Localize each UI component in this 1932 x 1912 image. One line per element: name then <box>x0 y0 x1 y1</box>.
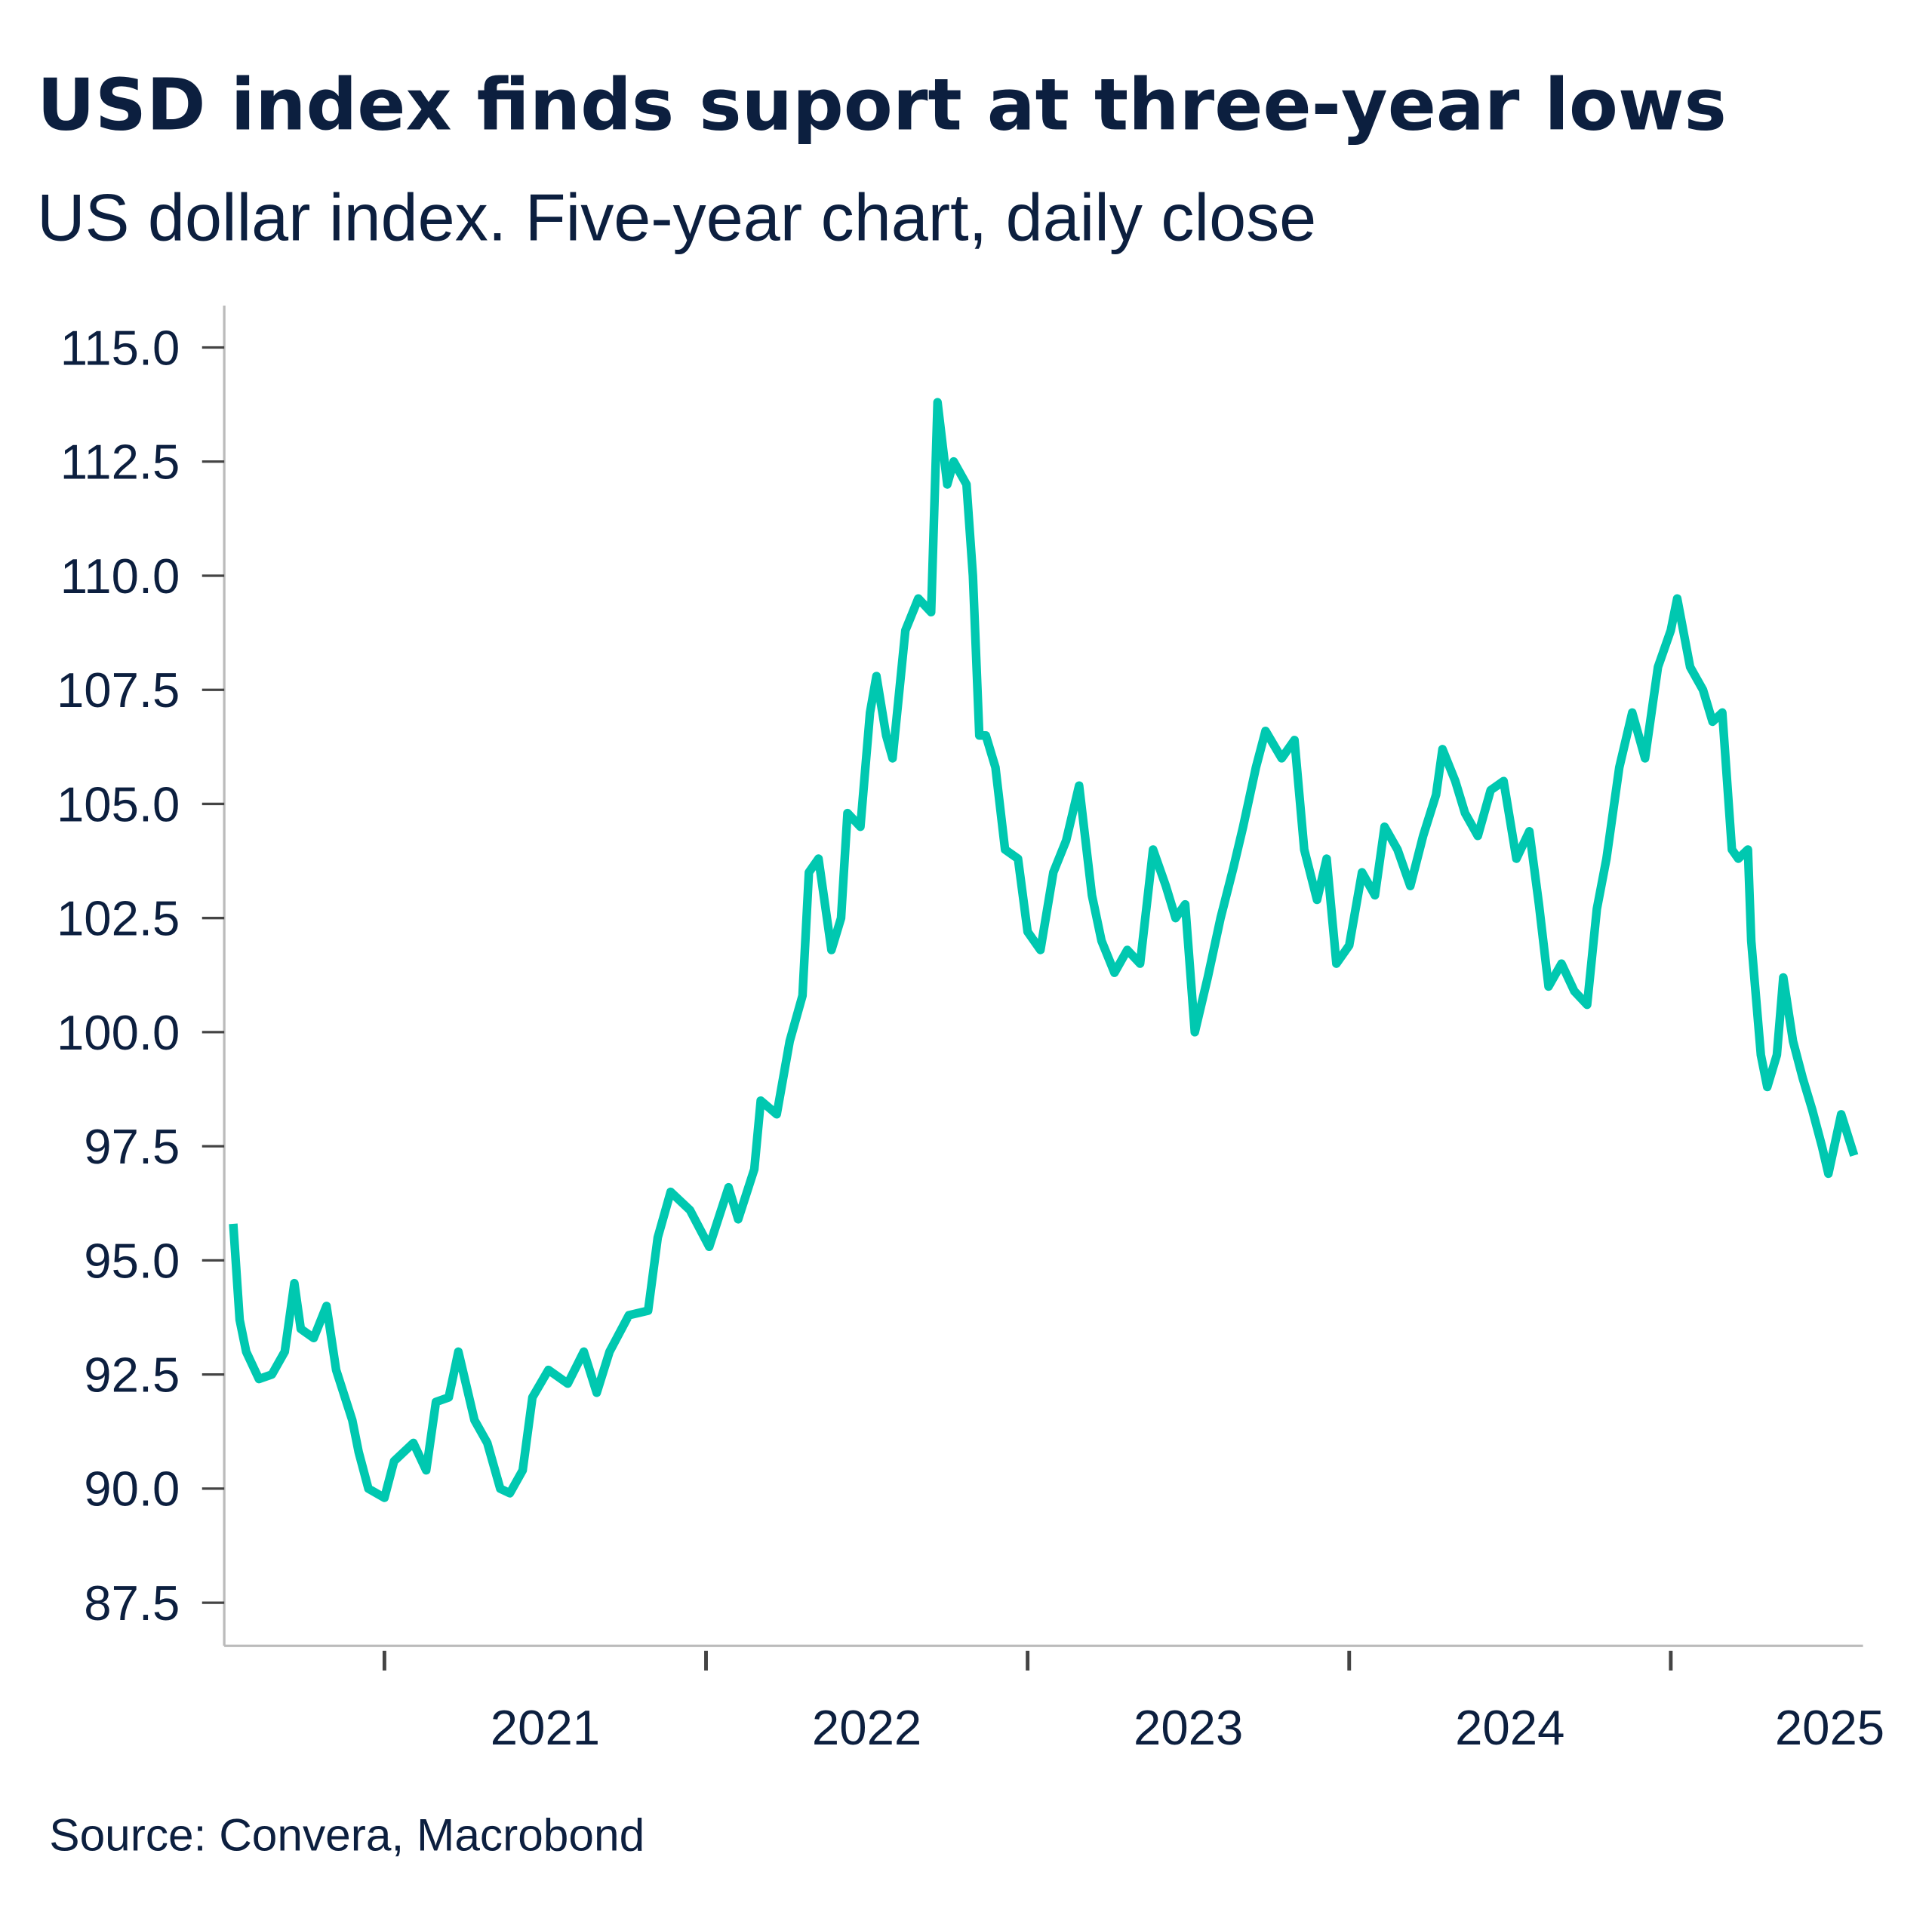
x-tick-label: 2022 <box>812 1700 921 1755</box>
x-tick-label: 2025 <box>1775 1700 1884 1755</box>
y-tick-label: 90.0 <box>84 1462 180 1517</box>
x-tick-label: 2021 <box>491 1700 600 1755</box>
y-tick-label: 107.5 <box>57 662 180 718</box>
y-tick-label: 92.5 <box>84 1348 180 1403</box>
chart-subtitle: US dollar index. Five-year chart, daily … <box>37 180 1316 254</box>
y-tick-label: 100.0 <box>57 1005 180 1060</box>
y-tick-label: 97.5 <box>84 1119 180 1174</box>
y-tick-label: 95.0 <box>84 1233 180 1288</box>
x-tick-label: 2023 <box>1134 1700 1243 1755</box>
y-tick-label: 102.5 <box>57 891 180 946</box>
y-tick-label: 110.0 <box>60 549 180 604</box>
series-line-usd-index <box>229 398 1859 1502</box>
y-tick-label: 115.0 <box>60 320 180 375</box>
y-tick-label: 105.0 <box>57 776 180 832</box>
x-tick-label: 2024 <box>1455 1700 1564 1755</box>
y-tick-label: 87.5 <box>84 1575 180 1631</box>
chart-title: USD index finds suport at three-year low… <box>37 63 1727 146</box>
y-tick-label: 112.5 <box>60 435 180 490</box>
source-note: Source: Convera, Macrobond <box>49 1809 645 1860</box>
